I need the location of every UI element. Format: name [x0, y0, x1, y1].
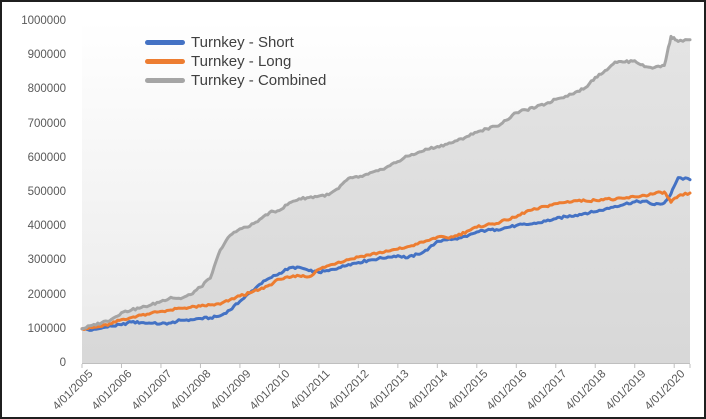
series-line-long	[80, 190, 692, 331]
legend-item-combined[interactable]: Turnkey - Combined	[145, 71, 326, 90]
series-line-combined	[80, 34, 692, 331]
y-axis-tick-label: 300000	[27, 254, 66, 267]
y-axis-tick-label: 1000000	[21, 15, 66, 27]
legend-item-long[interactable]: Turnkey - Long	[145, 52, 326, 71]
y-axis-tick-label: 0	[59, 357, 66, 369]
y-axis-tick-label: 600000	[27, 151, 66, 164]
y-axis-tick-label: 500000	[27, 186, 66, 198]
series-area-combined	[82, 36, 690, 364]
legend-label: Turnkey - Combined	[191, 72, 327, 89]
y-axis-tick-label: 700000	[27, 117, 66, 130]
y-axis-tick-label: 900000	[27, 49, 66, 62]
legend-label: Turnkey - Short	[191, 34, 294, 51]
legend-line-swatch	[145, 40, 185, 45]
series-line-short	[80, 176, 692, 332]
y-axis-tick-label: 800000	[27, 83, 66, 96]
y-axis-tick-label: 200000	[27, 288, 66, 301]
legend: Turnkey - Short Turnkey - Long Turnkey - C…	[145, 33, 326, 90]
legend-label: Turnkey - Long	[191, 53, 292, 70]
legend-item-short[interactable]: Turnkey - Short	[145, 33, 326, 52]
y-axis-tick-label: 400000	[27, 220, 66, 233]
legend-line-swatch	[145, 59, 185, 64]
y-axis-tick-label: 100000	[27, 322, 66, 335]
legend-line-swatch	[145, 78, 185, 83]
